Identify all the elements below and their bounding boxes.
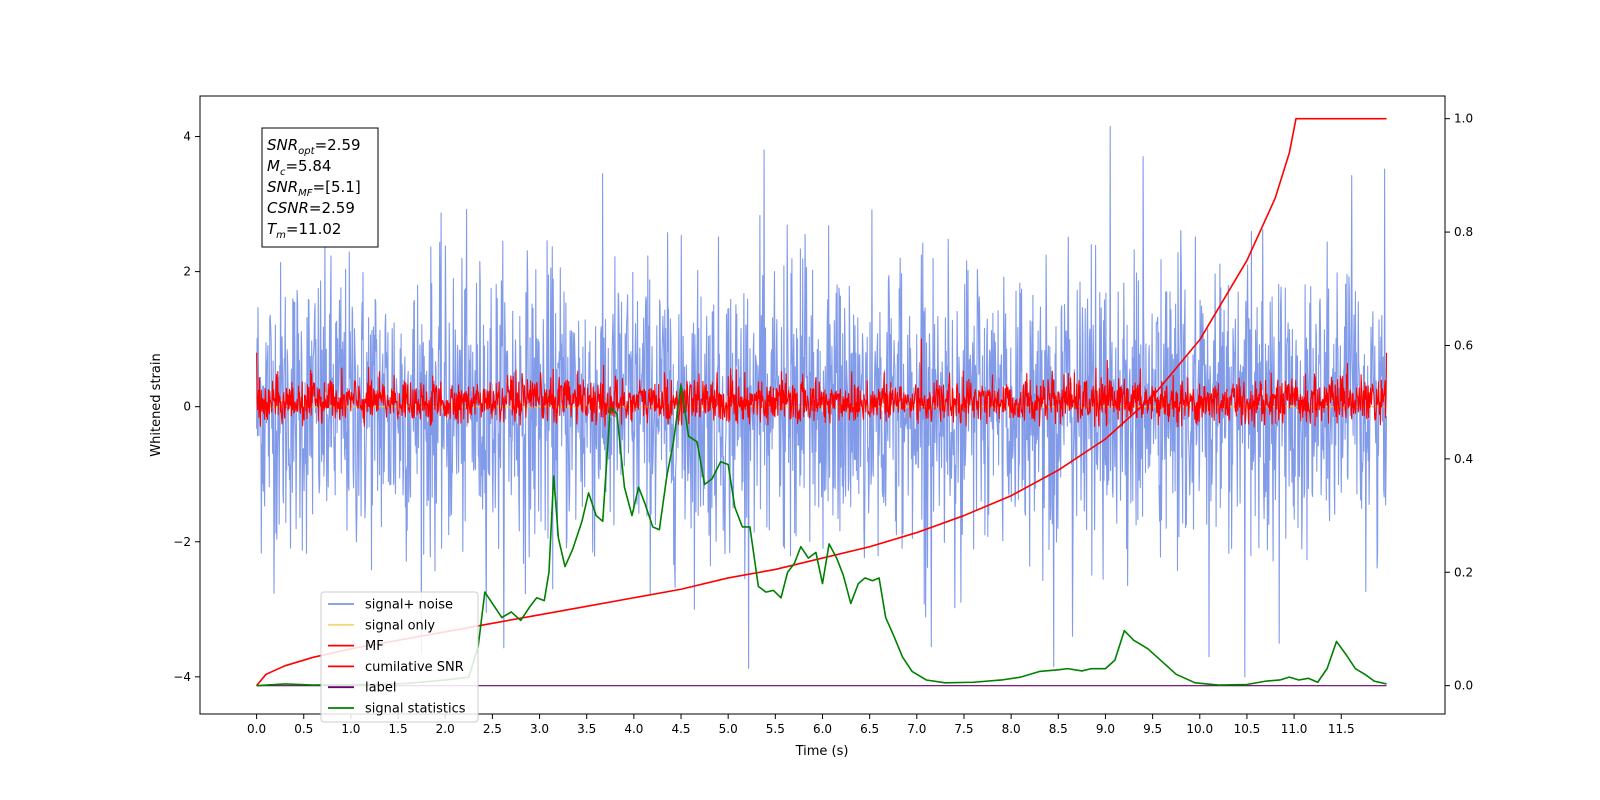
x-tick-label: 3.5 xyxy=(577,722,596,736)
legend-label: signal statistics xyxy=(365,702,466,717)
y2-tick-label: 0.2 xyxy=(1454,565,1473,579)
x-tick-label: 11.5 xyxy=(1328,722,1355,736)
y-tick-label: −4 xyxy=(173,670,191,684)
x-tick-label: 3.0 xyxy=(530,722,549,736)
y-axis-left: −4 −2 0 2 4 xyxy=(173,130,200,684)
x-tick-label: 11.0 xyxy=(1281,722,1308,736)
legend-label: MF xyxy=(365,639,384,654)
y2-tick-label: 0.8 xyxy=(1454,225,1473,239)
x-tick-label: 5.0 xyxy=(719,722,738,736)
x-tick-label: 5.5 xyxy=(766,722,785,736)
series-line-mf xyxy=(256,338,1388,428)
info-box-line: Tm=11.02 xyxy=(267,220,341,241)
x-tick-label: 6.0 xyxy=(813,722,832,736)
x-tick-label: 2.5 xyxy=(483,722,502,736)
x-axis-label: Time (s) xyxy=(795,744,849,759)
y2-tick-label: 0.0 xyxy=(1454,679,1473,693)
y-tick-label: 2 xyxy=(183,265,191,279)
info-box-line: SNRopt=2.59 xyxy=(267,136,361,157)
x-tick-label: 7.5 xyxy=(954,722,973,736)
legend-label: cumilative SNR xyxy=(365,660,464,675)
y-axis-label: Whitened strain xyxy=(149,353,164,456)
x-tick-label: 9.0 xyxy=(1096,722,1115,736)
x-tick-label: 10.0 xyxy=(1186,722,1213,736)
x-tick-label: 0.0 xyxy=(247,722,266,736)
x-tick-label: 1.0 xyxy=(341,722,360,736)
x-tick-label: 2.0 xyxy=(436,722,455,736)
y-tick-label: 4 xyxy=(183,130,191,144)
y2-tick-label: 1.0 xyxy=(1454,112,1473,126)
x-tick-label: 8.5 xyxy=(1049,722,1068,736)
y-tick-label: 0 xyxy=(183,400,191,414)
y2-tick-label: 0.6 xyxy=(1454,338,1473,352)
legend-label: signal only xyxy=(365,618,435,633)
y2-tick-label: 0.4 xyxy=(1454,452,1473,466)
legend-label: signal+ noise xyxy=(365,598,453,613)
y-axis-right: 0.0 0.2 0.4 0.6 0.8 1.0 xyxy=(1445,112,1473,693)
info-box-line: Mc=5.84 xyxy=(267,157,331,178)
x-tick-label: 1.5 xyxy=(389,722,408,736)
x-tick-label: 4.0 xyxy=(624,722,643,736)
x-tick-label: 10.5 xyxy=(1234,722,1261,736)
legend-label: label xyxy=(365,681,396,696)
info-box-line: CSNR=2.59 xyxy=(267,199,355,217)
legend: signal+ noise signal only MF cumilative SNR… xyxy=(320,591,479,723)
x-tick-label: 4.5 xyxy=(671,722,690,736)
legend-frame xyxy=(320,591,479,723)
x-tick-label: 0.5 xyxy=(294,722,313,736)
y-tick-label: −2 xyxy=(173,535,191,549)
x-tick-label: 7.0 xyxy=(907,722,926,736)
x-tick-label: 8.0 xyxy=(1002,722,1021,736)
x-tick-label: 9.5 xyxy=(1143,722,1162,736)
series-line-signal-statistics xyxy=(256,384,1387,687)
info-box-frame xyxy=(261,127,379,248)
info-box-line: SNRMF=[5.1] xyxy=(267,178,361,199)
x-axis: 0.0 0.5 1.0 1.5 2.0 2.5 3.0 3.5 4.0 4.5 5.0 5.5 6.0 6… xyxy=(247,714,1355,736)
x-tick-label: 6.5 xyxy=(860,722,879,736)
